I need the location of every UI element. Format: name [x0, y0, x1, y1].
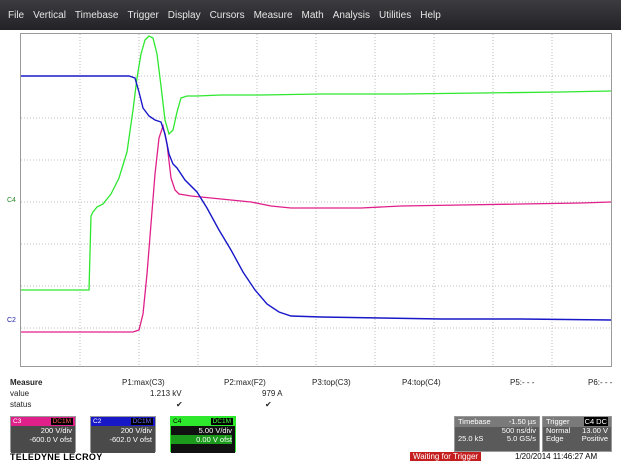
- measure-heading: Measure: [10, 378, 43, 387]
- channel-c4-box[interactable]: C4 DC1M 5.00 V/div 0.00 V ofst: [170, 416, 236, 453]
- menu-measure[interactable]: Measure: [253, 9, 293, 21]
- trigger-level: 13.00 V: [582, 426, 608, 435]
- trigger-label: Trigger: [546, 417, 570, 426]
- c3-id: C3: [13, 418, 22, 425]
- trigger-type: Edge: [546, 434, 564, 443]
- trigger-coupling: DC: [595, 417, 608, 426]
- c2-coupling: DC1M: [130, 418, 153, 425]
- timebase-label: Timebase: [458, 417, 491, 426]
- c4-offset: 0.00 V ofst: [171, 435, 232, 444]
- c3-offset: -600.0 V ofst: [29, 435, 72, 444]
- value-label: value: [10, 389, 30, 398]
- grid: [21, 34, 611, 366]
- timebase-delay: -1.50 µs: [508, 417, 536, 426]
- menu-math[interactable]: Math: [301, 9, 324, 21]
- c3-vdiv: 200 V/div: [40, 426, 72, 435]
- menu-cursors[interactable]: Cursors: [209, 9, 245, 21]
- trace-c2-blue: [21, 75, 611, 321]
- timebase-box[interactable]: Timebase -1.50 µs 500 ns/div 25.0 kS 5.0…: [454, 416, 540, 452]
- c2-offset: -602.0 V ofst: [109, 435, 152, 444]
- menu-analysis[interactable]: Analysis: [332, 9, 370, 21]
- trigger-status-badge: Waiting for Trigger: [410, 452, 482, 461]
- measure-p4-header[interactable]: P4:top(C4): [402, 378, 441, 387]
- trigger-box[interactable]: Trigger C4 DC Normal 13.00 V Edge Positiv…: [542, 416, 612, 452]
- channel-c2-box[interactable]: C2 DC1M 200 V/div -602.0 V ofst: [90, 416, 156, 453]
- trigger-channel: C4: [583, 417, 596, 426]
- c4-coupling: DC1M: [210, 418, 233, 425]
- measure-table: Measure P1:max(C3) P2:max(F2) P3:top(C3)…: [10, 378, 613, 414]
- timebase-samples: 25.0 kS: [458, 434, 484, 443]
- menu-timebase[interactable]: Timebase: [74, 9, 119, 21]
- trace-c3-magenta: [21, 123, 611, 333]
- measure-p5-header[interactable]: P5:- - -: [510, 378, 535, 387]
- timebase-tdiv: 500 ns/div: [501, 426, 536, 435]
- measure-p2-status: ✔: [265, 400, 272, 409]
- waveform-display[interactable]: C4 C2: [7, 33, 612, 367]
- trace-c4-green: [21, 35, 611, 291]
- trigger-slope: Positive: [581, 434, 608, 443]
- menu-display[interactable]: Display: [167, 9, 201, 21]
- menu-vertical[interactable]: Vertical: [33, 9, 66, 21]
- marker-c2: C2: [7, 317, 16, 324]
- menu-bar: File Vertical Timebase Trigger Display C…: [0, 0, 621, 30]
- timebase-rate: 5.0 GS/s: [506, 434, 536, 443]
- marker-c4: C4: [7, 197, 16, 204]
- brand-logo: TELEDYNE LECROY: [10, 452, 103, 462]
- menu-trigger[interactable]: Trigger: [127, 9, 159, 21]
- status-footer: TELEDYNE LECROY Waiting for Trigger 1/20…: [10, 452, 620, 464]
- c2-vdiv: 200 V/div: [120, 426, 152, 435]
- waveform-svg: [21, 34, 611, 366]
- measure-p3-header[interactable]: P3:top(C3): [312, 378, 351, 387]
- c4-vdiv: 5.00 V/div: [198, 426, 232, 435]
- measure-p1-status: ✔: [176, 400, 183, 409]
- measure-p1-value: 1.213 kV: [150, 389, 182, 398]
- menu-file[interactable]: File: [8, 9, 25, 21]
- c2-id: C2: [93, 418, 102, 425]
- measure-p1-header[interactable]: P1:max(C3): [122, 378, 165, 387]
- measure-p2-header[interactable]: P2:max(F2): [224, 378, 266, 387]
- channel-c3-box[interactable]: C3 DC1M 200 V/div -600.0 V ofst: [10, 416, 76, 453]
- datetime: 1/20/2014 11:46:27 AM: [515, 452, 598, 461]
- measure-p6-header[interactable]: P6:- - -: [588, 378, 613, 387]
- menu-utilities[interactable]: Utilities: [378, 9, 412, 21]
- c4-id: C4: [173, 418, 182, 425]
- c3-coupling: DC1M: [50, 418, 73, 425]
- status-label: status: [10, 400, 32, 409]
- measure-p2-value: 979 A: [262, 389, 283, 398]
- menu-help[interactable]: Help: [420, 9, 441, 21]
- trigger-mode: Normal: [546, 426, 571, 435]
